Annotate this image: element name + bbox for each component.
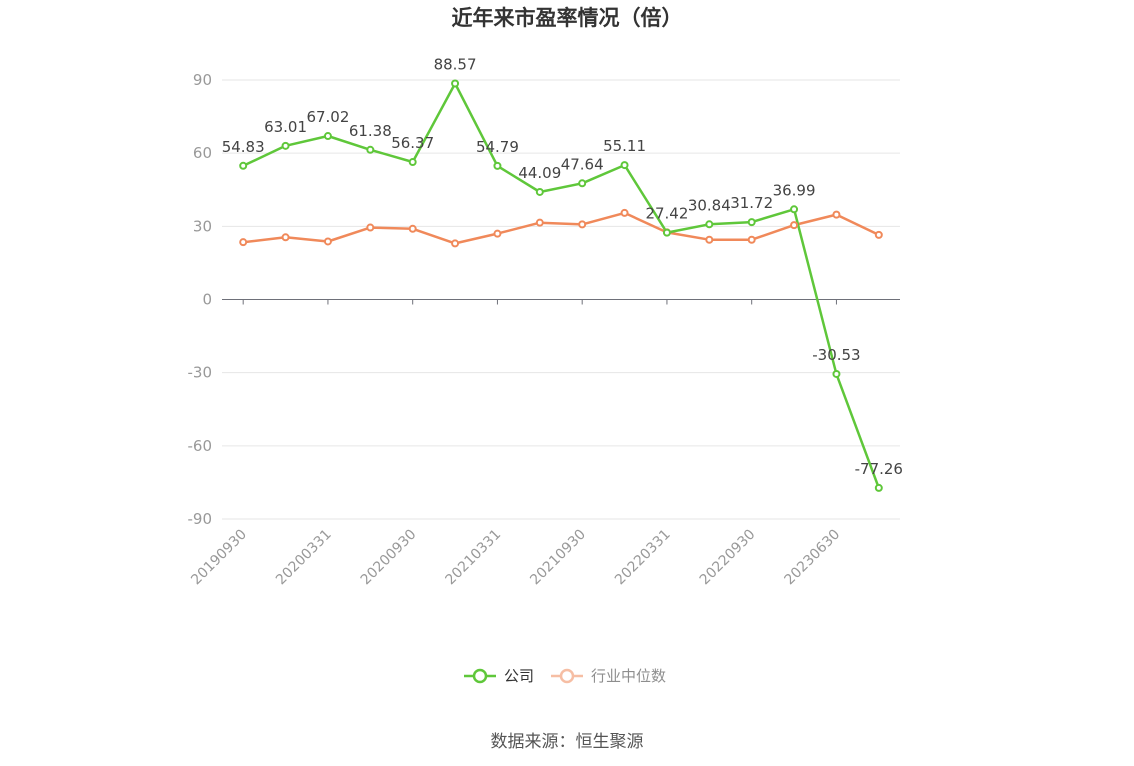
data-point-company[interactable] (662, 228, 671, 237)
data-point-company[interactable] (281, 141, 290, 150)
data-point-industry-median[interactable] (578, 220, 587, 229)
data-point-industry-median[interactable] (832, 210, 841, 219)
data-label: 54.79 (476, 138, 519, 156)
data-label: 55.11 (603, 137, 646, 155)
y-tick-label: -90 (188, 510, 213, 528)
x-tick-label: 20210930 (527, 527, 589, 589)
data-point-company[interactable] (790, 205, 799, 214)
data-point-industry-median[interactable] (747, 235, 756, 244)
data-point-company[interactable] (578, 179, 587, 188)
legend-item-company[interactable]: 公司 (464, 667, 534, 685)
series-line-company (242, 82, 880, 489)
legend-label-company: 公司 (504, 667, 534, 685)
y-tick-label: 0 (202, 291, 212, 309)
data-point-company[interactable] (323, 132, 332, 141)
data-point-company[interactable] (239, 161, 248, 170)
data-point-industry-median[interactable] (493, 229, 502, 238)
data-label: -30.53 (812, 346, 860, 364)
data-label: 36.99 (773, 181, 816, 199)
data-label: 88.57 (434, 55, 477, 73)
data-point-industry-median[interactable] (281, 233, 290, 242)
data-point-company[interactable] (408, 158, 417, 167)
data-label: 30.84 (688, 196, 731, 214)
data-point-company[interactable] (493, 161, 502, 170)
data-point-industry-median[interactable] (535, 218, 544, 227)
x-tick-label: 20190930 (188, 527, 250, 589)
data-point-industry-median[interactable] (705, 235, 714, 244)
data-point-company[interactable] (620, 161, 629, 170)
series-points (239, 79, 883, 492)
x-tick-label: 20220930 (697, 527, 759, 589)
y-tick-label: 90 (193, 71, 212, 89)
legend[interactable]: 公司 行业中位数 (464, 667, 666, 685)
x-tick-label: 20210331 (443, 527, 505, 589)
data-point-industry-median[interactable] (874, 230, 883, 239)
x-tick-label: 20230630 (782, 527, 844, 589)
y-tick-label: -30 (188, 364, 213, 382)
data-point-industry-median[interactable] (790, 221, 799, 230)
data-label: 56.37 (391, 134, 434, 152)
data-point-industry-median[interactable] (451, 239, 460, 248)
legend-item-industry-median[interactable]: 行业中位数 (551, 667, 666, 685)
series-lines (242, 82, 880, 489)
data-point-company[interactable] (874, 483, 883, 492)
data-point-industry-median[interactable] (620, 208, 629, 217)
data-point-industry-median[interactable] (366, 223, 375, 232)
data-label: 67.02 (306, 108, 349, 126)
data-point-company[interactable] (705, 220, 714, 229)
data-point-company[interactable] (451, 79, 460, 88)
data-label: 47.64 (561, 155, 604, 173)
y-tick-label: -60 (188, 437, 213, 455)
x-tick-label: 20200930 (358, 527, 420, 589)
data-point-company[interactable] (366, 145, 375, 154)
data-point-company[interactable] (535, 187, 544, 196)
x-tick-label: 20220331 (612, 527, 674, 589)
data-point-industry-median[interactable] (408, 224, 417, 233)
y-tick-label: 60 (193, 144, 212, 162)
data-label: 54.83 (222, 138, 265, 156)
data-point-company[interactable] (747, 218, 756, 227)
series-line-industry-median (243, 211, 880, 245)
grid-lines (222, 79, 900, 520)
data-point-industry-median[interactable] (239, 238, 248, 247)
legend-label-industry-median: 行业中位数 (591, 667, 666, 685)
data-label: 63.01 (264, 118, 307, 136)
x-axis: 20190930 20200331 20200930 20210331 20210930… (188, 299, 900, 589)
data-point-industry-median[interactable] (323, 237, 332, 246)
data-label: -77.26 (855, 460, 903, 478)
data-label: 27.42 (645, 205, 688, 223)
data-label: 31.72 (730, 194, 773, 212)
y-axis: 90 60 30 0 -30 -60 -90 (188, 71, 213, 528)
source-note: 数据来源：恒生聚源 (491, 732, 644, 752)
data-label: 61.38 (349, 122, 392, 140)
chart-title: 近年来市盈率情况（倍） (452, 6, 683, 30)
data-label: 44.09 (518, 164, 561, 182)
data-point-company[interactable] (832, 369, 841, 378)
y-tick-label: 30 (193, 217, 212, 235)
x-tick-label: 20200331 (273, 527, 335, 589)
